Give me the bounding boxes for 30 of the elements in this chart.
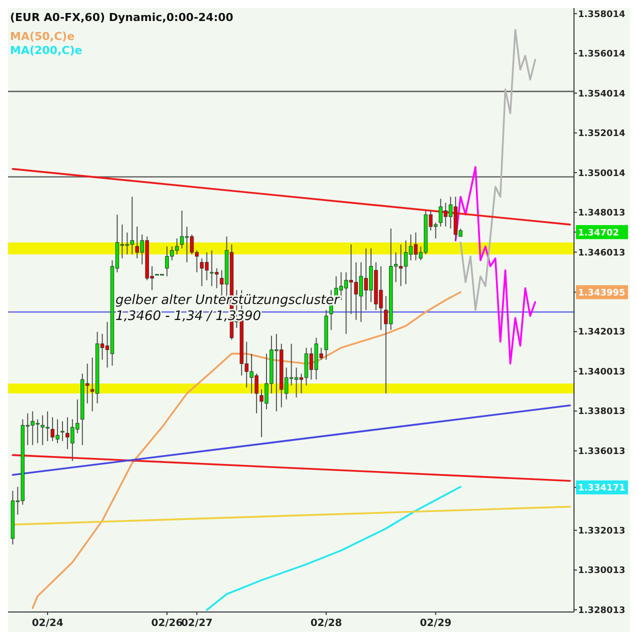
y-tick-label: 1.340013: [578, 367, 626, 378]
text: MA(50,C)e: [10, 30, 75, 43]
y-tick-label: 1.348013: [578, 208, 626, 219]
y-tick-label: 1.332013: [578, 526, 626, 536]
x-tick-label: 02/24: [32, 618, 64, 629]
text: MA(200,C)e: [10, 44, 82, 57]
y-tick-label: 1.358014: [578, 10, 626, 20]
chart-title: (EUR A0-FX,60) Dynamic,0:00-24:00: [10, 11, 234, 24]
line-series: [32, 291, 462, 609]
y-tick-label: 1.356014: [578, 50, 626, 60]
candlestick: [60, 420, 64, 442]
y-tick-label: 1.34702: [578, 228, 619, 238]
y-tick-label: 1.354014: [578, 89, 626, 100]
x-tick-label: 02/29: [420, 618, 452, 629]
line-series: [460, 28, 536, 311]
y-tick-label: 1.338013: [578, 407, 626, 418]
y-tick-label: 1.352014: [578, 129, 626, 140]
y-tick-label: 1.342013: [578, 328, 626, 338]
y-tick-label: 1.328013: [578, 606, 626, 616]
x-tick-label: 02/27: [181, 618, 213, 629]
y-tick-label: 1.346013: [578, 248, 626, 258]
y-tick-label: 1.334171: [578, 484, 626, 494]
y-tick-label: 1.350014: [578, 168, 626, 179]
x-tick-label: 02/26: [151, 618, 183, 629]
x-tick-label: 02/28: [310, 618, 342, 629]
line-series: [206, 486, 462, 611]
line-series: [454, 166, 536, 365]
y-tick-label: 1.336013: [578, 446, 626, 457]
y-tick-label: 1.330013: [578, 566, 626, 576]
y-tick-label: 1.343995: [578, 288, 626, 298]
